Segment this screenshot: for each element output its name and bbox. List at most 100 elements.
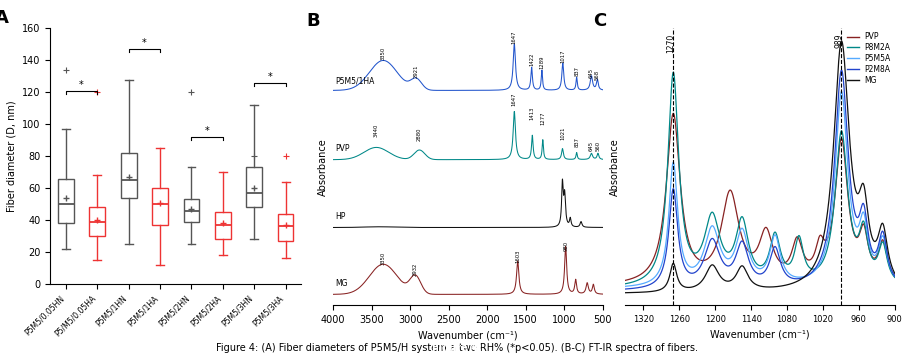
P8M2A — [744, 244, 755, 248]
PVP — [881, 253, 892, 258]
P5M5A — [744, 250, 755, 255]
Text: 3440: 3440 — [373, 124, 379, 137]
Text: 1647: 1647 — [512, 31, 517, 44]
Text: 1603: 1603 — [515, 249, 520, 263]
Text: 1021: 1021 — [560, 126, 565, 140]
MG — [634, 290, 645, 294]
PVP — [882, 254, 893, 258]
PathPatch shape — [215, 212, 231, 239]
P2M8A — [882, 250, 893, 255]
Text: HP: HP — [335, 212, 345, 221]
P8M2A — [882, 256, 893, 261]
P8M2A — [751, 262, 762, 266]
Text: 2932: 2932 — [413, 263, 418, 276]
P8M2A — [832, 159, 843, 164]
MG — [832, 77, 843, 81]
Text: B: B — [307, 12, 320, 29]
Y-axis label: Fiber diameter (D, nm): Fiber diameter (D, nm) — [6, 100, 16, 212]
P2M8A — [881, 250, 892, 254]
Text: C: C — [593, 12, 606, 29]
P8M2A — [889, 275, 900, 279]
PVP — [634, 273, 645, 278]
PathPatch shape — [58, 179, 74, 223]
Text: PVP: PVP — [335, 144, 350, 153]
Text: 568: 568 — [595, 70, 600, 80]
X-axis label: Wavenumber (cm⁻¹): Wavenumber (cm⁻¹) — [710, 329, 810, 340]
Text: 3350: 3350 — [381, 47, 386, 60]
MG — [750, 283, 761, 287]
Text: 837: 837 — [574, 137, 579, 147]
Text: *: * — [268, 72, 272, 82]
P2M8A — [750, 271, 761, 275]
MG — [744, 275, 755, 280]
P2M8A — [744, 258, 755, 263]
P8M2A — [668, 70, 679, 74]
P5M5A — [836, 89, 847, 93]
Line: P8M2A: P8M2A — [625, 72, 895, 284]
PathPatch shape — [247, 167, 262, 207]
P5M5A — [832, 130, 843, 135]
P5M5A — [889, 274, 900, 278]
Text: 1270: 1270 — [666, 34, 675, 53]
Text: 2921: 2921 — [414, 64, 419, 78]
PVP — [620, 278, 631, 283]
Text: 989: 989 — [834, 34, 844, 48]
PathPatch shape — [89, 207, 105, 236]
Text: *: * — [142, 38, 147, 48]
P5M5A — [882, 252, 893, 257]
Line: MG: MG — [625, 41, 895, 293]
MG — [882, 243, 893, 247]
P2M8A — [832, 109, 843, 113]
PathPatch shape — [121, 153, 137, 198]
PVP — [889, 273, 900, 277]
Text: 1277: 1277 — [540, 111, 545, 125]
P5M5A — [634, 282, 645, 286]
MG — [620, 291, 631, 295]
Text: Figure 4: (A) Fiber diameters of P5M5/H system a two RH% (*p<0.05). (B-C) FT-IR : Figure 4: (A) Fiber diameters of P5M5/H … — [215, 343, 698, 354]
Text: 3350: 3350 — [381, 252, 386, 266]
P5M5A — [620, 284, 631, 288]
P2M8A — [620, 287, 631, 291]
Line: P5M5A: P5M5A — [625, 91, 895, 286]
Text: MG: MG — [335, 279, 347, 288]
Text: *: * — [79, 80, 84, 90]
PathPatch shape — [152, 188, 168, 225]
Text: 560: 560 — [595, 141, 601, 151]
MG — [881, 242, 892, 246]
X-axis label: Wavenumber (cm⁻¹): Wavenumber (cm⁻¹) — [418, 331, 518, 340]
P2M8A — [889, 274, 900, 278]
Text: 1017: 1017 — [561, 49, 565, 63]
Text: P5M5/1HA: P5M5/1HA — [335, 77, 374, 86]
Text: A: A — [0, 9, 9, 27]
Text: 2880: 2880 — [417, 128, 422, 141]
Text: 837: 837 — [574, 66, 579, 76]
Text: 1413: 1413 — [530, 106, 535, 120]
P5M5A — [881, 252, 892, 256]
PathPatch shape — [184, 200, 199, 222]
P5M5A — [750, 265, 761, 269]
PVP — [751, 247, 762, 251]
Text: 645: 645 — [589, 67, 594, 78]
PVP — [744, 250, 755, 254]
Text: *: * — [205, 126, 209, 136]
PVP — [832, 164, 843, 168]
Text: 1647: 1647 — [512, 93, 517, 106]
P8M2A — [634, 278, 645, 282]
MG — [836, 39, 847, 43]
Y-axis label: Absorbance: Absorbance — [610, 138, 620, 196]
P8M2A — [881, 256, 892, 260]
Line: P2M8A: P2M8A — [625, 70, 895, 289]
Text: 1289: 1289 — [540, 55, 544, 69]
Text: 980: 980 — [563, 241, 568, 251]
Text: 645: 645 — [589, 141, 594, 151]
Line: PVP: PVP — [625, 113, 895, 280]
Text: 1422: 1422 — [530, 52, 534, 66]
MG — [889, 271, 900, 275]
P2M8A — [836, 68, 847, 72]
P8M2A — [620, 282, 631, 286]
Text: Figure 4:: Figure 4: — [432, 343, 481, 354]
P2M8A — [634, 285, 645, 290]
Legend: PVP, P8M2A, P5M5A, P2M8A, MG: PVP, P8M2A, P5M5A, P2M8A, MG — [847, 32, 891, 85]
PVP — [668, 111, 679, 115]
PathPatch shape — [278, 214, 293, 241]
